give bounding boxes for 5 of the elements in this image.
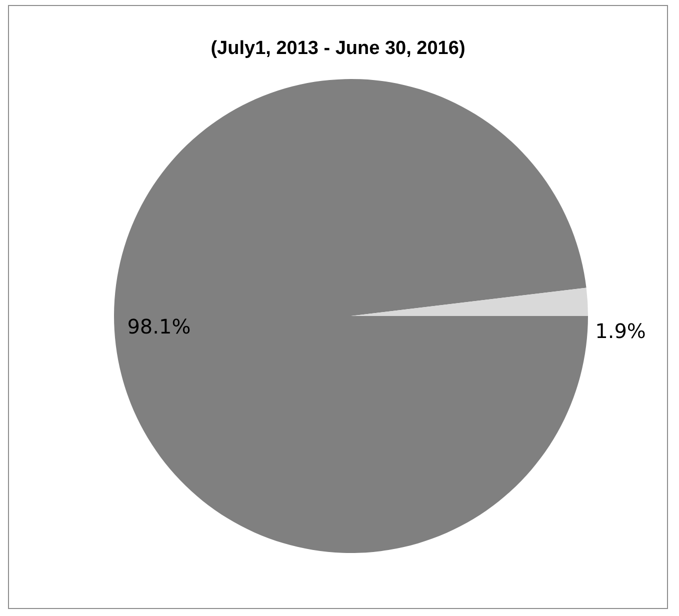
pie-slice: [114, 79, 588, 553]
data-label: 1.9%: [595, 319, 646, 344]
pie-slice: [351, 288, 588, 316]
chart-title: (July1, 2013 - June 30, 2016): [210, 38, 466, 59]
data-label: 98.1%: [127, 314, 191, 338]
